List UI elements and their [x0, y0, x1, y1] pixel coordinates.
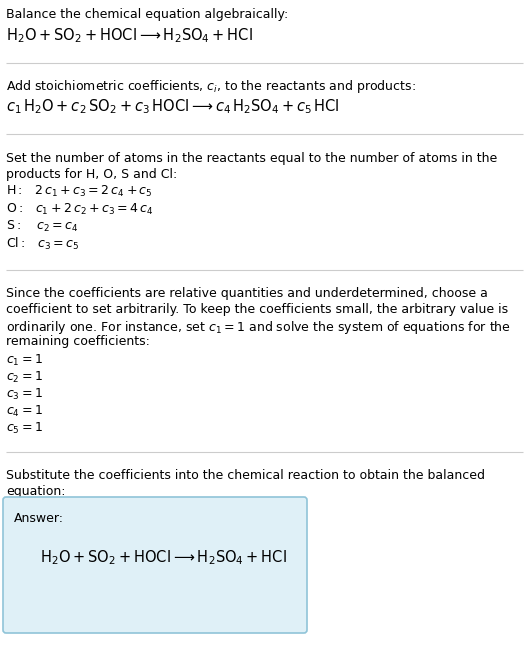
Text: Add stoichiometric coefficients, $c_i$, to the reactants and products:: Add stoichiometric coefficients, $c_i$, …	[6, 78, 416, 95]
Text: $c_2 = 1$: $c_2 = 1$	[6, 370, 43, 385]
Text: $\mathrm{H_2O + SO_2 + HOCl} \longrightarrow \mathrm{H_2SO_4 + HCl}$: $\mathrm{H_2O + SO_2 + HOCl} \longrighta…	[6, 26, 253, 45]
Text: $\mathrm{H_2O + SO_2 + HOCl} \longrightarrow \mathrm{H_2SO_4 + HCl}$: $\mathrm{H_2O + SO_2 + HOCl} \longrighta…	[40, 548, 287, 567]
Text: equation:: equation:	[6, 485, 66, 498]
Text: Substitute the coefficients into the chemical reaction to obtain the balanced: Substitute the coefficients into the che…	[6, 469, 485, 482]
Text: Answer:: Answer:	[14, 512, 64, 525]
Text: $c_3 = 1$: $c_3 = 1$	[6, 387, 43, 402]
Text: $c_1\,\mathrm{H_2O} + c_2\,\mathrm{SO_2} + c_3\,\mathrm{HOCl} \longrightarrow c_: $c_1\,\mathrm{H_2O} + c_2\,\mathrm{SO_2}…	[6, 97, 340, 116]
Text: $\mathrm{O:}\;\;\; c_1 + 2\,c_2 + c_3 = 4\,c_4$: $\mathrm{O:}\;\;\; c_1 + 2\,c_2 + c_3 = …	[6, 202, 153, 217]
Text: ordinarily one. For instance, set $c_1 = 1$ and solve the system of equations fo: ordinarily one. For instance, set $c_1 =…	[6, 319, 512, 336]
Text: Balance the chemical equation algebraically:: Balance the chemical equation algebraica…	[6, 8, 289, 21]
Text: products for H, O, S and Cl:: products for H, O, S and Cl:	[6, 168, 178, 181]
Text: Since the coefficients are relative quantities and underdetermined, choose a: Since the coefficients are relative quan…	[6, 287, 488, 300]
Text: $c_4 = 1$: $c_4 = 1$	[6, 404, 43, 419]
Text: $c_5 = 1$: $c_5 = 1$	[6, 421, 43, 436]
Text: coefficient to set arbitrarily. To keep the coefficients small, the arbitrary va: coefficient to set arbitrarily. To keep …	[6, 303, 508, 316]
Text: $\mathrm{H:}\;\;\; 2\,c_1 + c_3 = 2\,c_4 + c_5$: $\mathrm{H:}\;\;\; 2\,c_1 + c_3 = 2\,c_4…	[6, 184, 153, 199]
Text: $c_1 = 1$: $c_1 = 1$	[6, 353, 43, 368]
Text: $\mathrm{S:}\;\;\;\; c_2 = c_4$: $\mathrm{S:}\;\;\;\; c_2 = c_4$	[6, 219, 79, 234]
Text: remaining coefficients:: remaining coefficients:	[6, 335, 150, 348]
FancyBboxPatch shape	[3, 497, 307, 633]
Text: $\mathrm{Cl:}\;\;\; c_3 = c_5$: $\mathrm{Cl:}\;\;\; c_3 = c_5$	[6, 236, 79, 252]
Text: Set the number of atoms in the reactants equal to the number of atoms in the: Set the number of atoms in the reactants…	[6, 152, 498, 165]
